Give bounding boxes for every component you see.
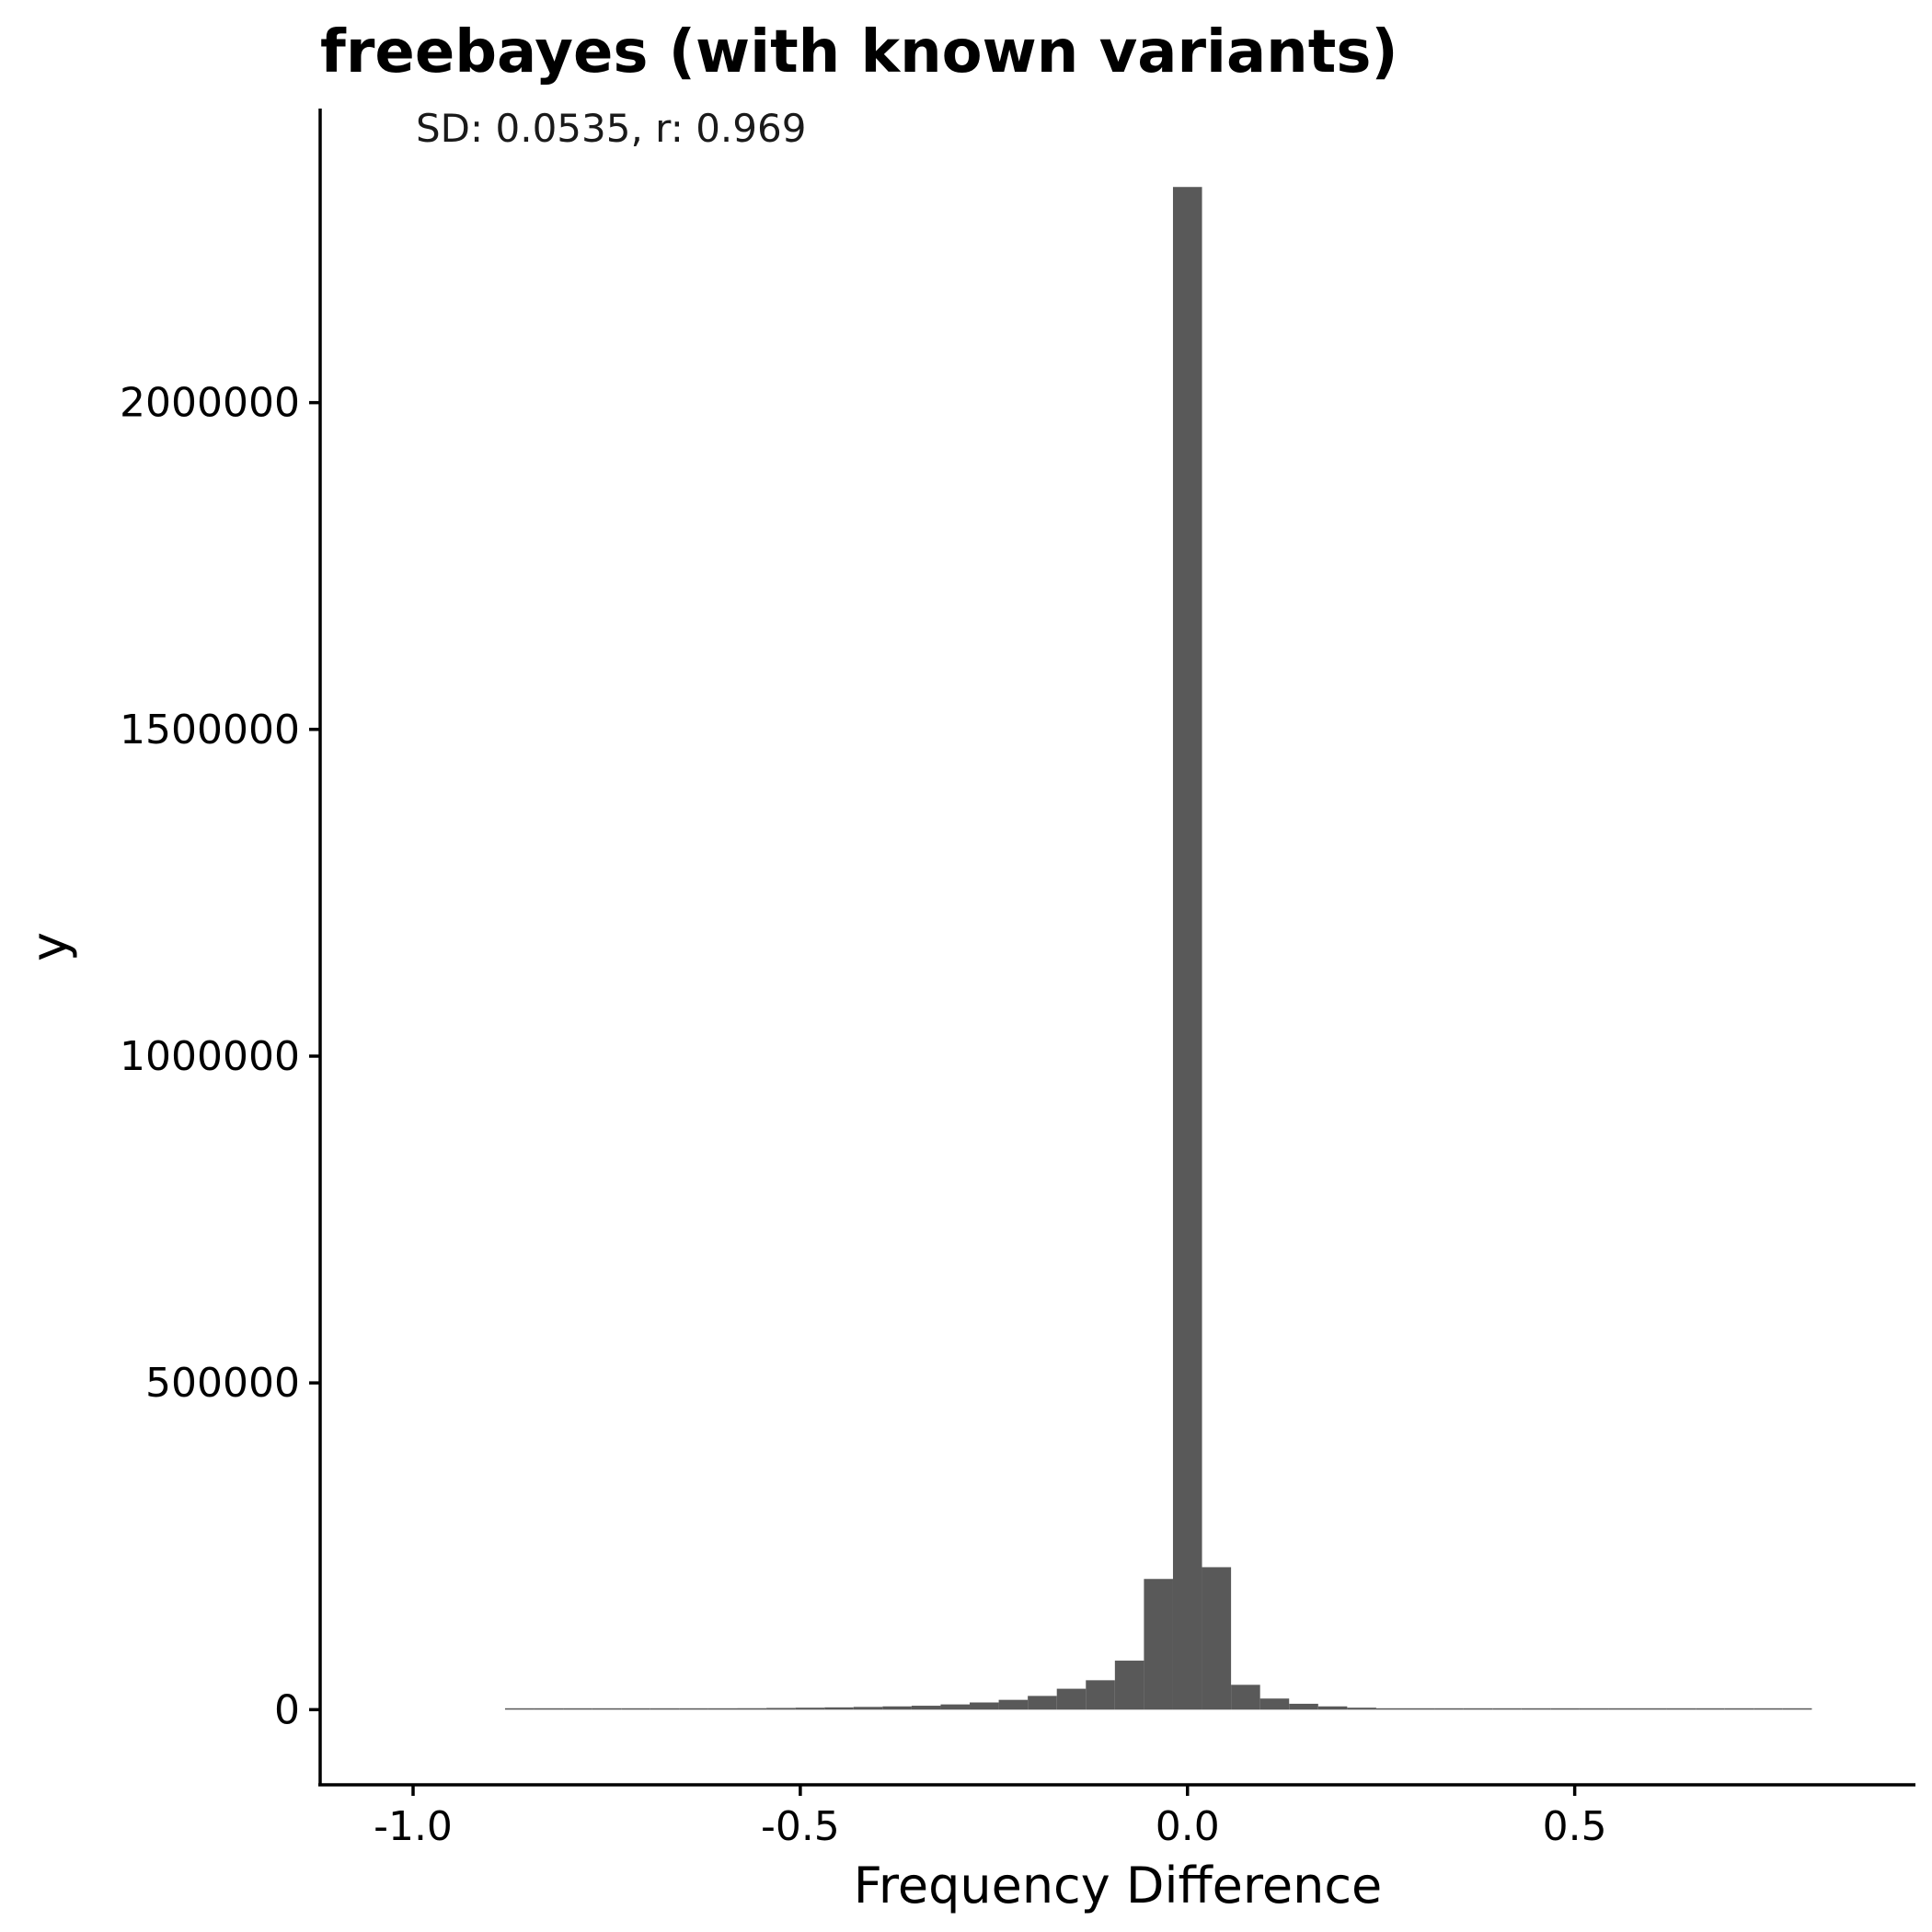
histogram-bar <box>1086 1680 1115 1710</box>
histogram-bar <box>824 1707 854 1710</box>
x-axis-ticks: -1.0 -0.5 0.0 0.5 <box>374 1785 1607 1850</box>
histogram-bar <box>1375 1708 1406 1710</box>
y-axis-title: y <box>20 932 78 961</box>
histogram-bar <box>534 1708 564 1710</box>
histogram-bar <box>911 1706 941 1710</box>
y-tick-label: 2000000 <box>120 380 300 427</box>
histogram-bar <box>940 1704 971 1710</box>
histogram-bar <box>1724 1708 1754 1710</box>
histogram-bar <box>1114 1661 1144 1710</box>
histogram-bar <box>766 1708 796 1710</box>
histogram-bar <box>998 1699 1029 1710</box>
histogram-bar <box>1638 1708 1667 1710</box>
histogram-bar <box>592 1708 622 1710</box>
histogram-bar <box>1754 1708 1783 1710</box>
histogram-bar <box>621 1708 650 1710</box>
histogram-bar <box>563 1708 592 1710</box>
histogram-bar <box>737 1708 767 1710</box>
histogram-bar <box>1434 1708 1464 1710</box>
histogram-bar <box>1608 1708 1639 1710</box>
histogram-bar <box>1696 1708 1725 1710</box>
x-tick-label: -0.5 <box>761 1803 840 1850</box>
histogram-bar <box>853 1707 883 1710</box>
histogram-bar <box>1289 1703 1318 1710</box>
histogram-bar <box>1259 1698 1290 1710</box>
histogram-bar <box>1231 1685 1260 1710</box>
histogram-bar <box>679 1708 708 1710</box>
histogram-bar <box>1347 1708 1376 1710</box>
chart-title: freebayes (with known variants) <box>320 18 1398 86</box>
histogram-bar <box>1172 187 1202 1710</box>
histogram-bar <box>1492 1708 1522 1710</box>
x-tick-label: 0.0 <box>1156 1803 1220 1850</box>
histogram-bar <box>1317 1706 1348 1710</box>
histogram-bar <box>882 1706 912 1710</box>
x-tick-label: -1.0 <box>374 1803 453 1850</box>
histogram-bar <box>1550 1708 1580 1710</box>
x-tick-label: 0.5 <box>1543 1803 1607 1850</box>
stats-annotation: SD: 0.0535, r: 0.969 <box>416 106 806 151</box>
histogram-bar <box>504 1708 535 1710</box>
y-axis-ticks: 0 500000 1000000 1500000 2000000 <box>120 380 320 1733</box>
histogram-bar <box>1405 1708 1435 1710</box>
histogram-bar <box>1056 1688 1087 1710</box>
y-tick-label: 500000 <box>145 1360 300 1407</box>
y-tick-label: 1000000 <box>120 1033 300 1080</box>
histogram-bar <box>1579 1708 1609 1710</box>
histogram-bar <box>1666 1708 1696 1710</box>
y-tick-label: 1500000 <box>120 707 300 753</box>
y-tick-label: 0 <box>274 1686 300 1733</box>
x-axis-title: Frequency Difference <box>854 1857 1383 1915</box>
histogram-bar <box>1521 1708 1551 1710</box>
histogram-bar <box>1144 1579 1173 1710</box>
histogram-bar <box>650 1708 680 1710</box>
histogram-bar <box>795 1708 825 1710</box>
histogram-bar <box>707 1708 738 1710</box>
histogram-bar <box>1202 1567 1232 1710</box>
histogram-bar <box>1782 1708 1812 1710</box>
histogram-bar <box>1028 1696 1057 1710</box>
histogram-bars <box>504 187 1812 1710</box>
histogram-bar <box>970 1702 999 1710</box>
histogram-bar <box>1463 1708 1493 1710</box>
